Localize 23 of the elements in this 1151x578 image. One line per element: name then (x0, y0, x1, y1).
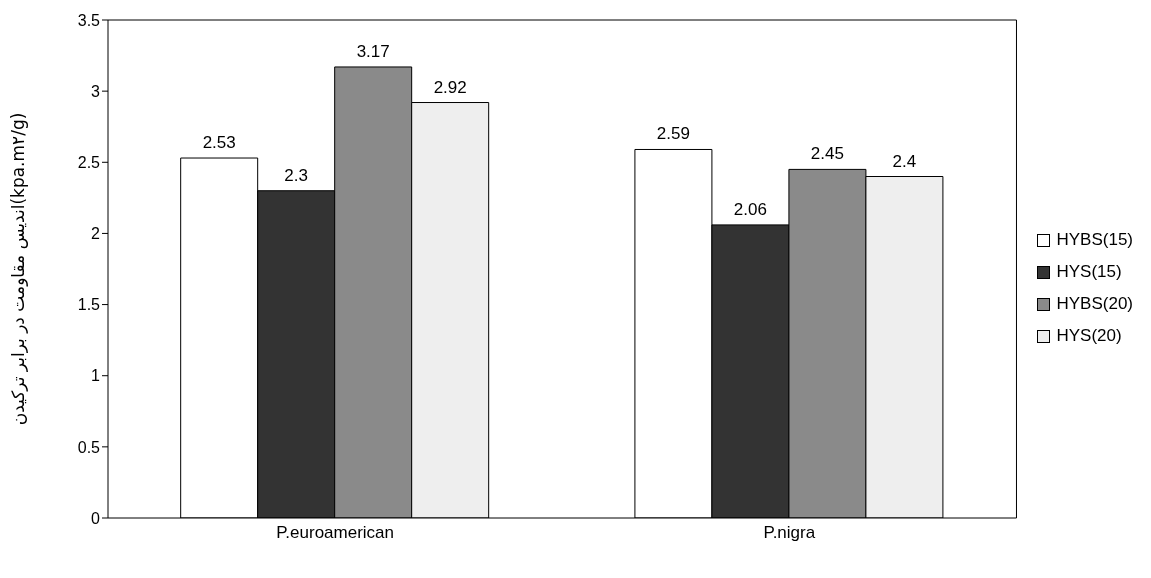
legend-label: HYS(20) (1056, 325, 1122, 347)
y-tick-label: 1.5 (77, 296, 101, 314)
legend-label: HYS(15) (1056, 261, 1122, 283)
data-label: 2.4 (892, 151, 917, 171)
data-label: 2.45 (810, 144, 844, 164)
y-axis-title: اندیس مقاومت در برابر ترکیدن(kpa.m۲/g) (8, 112, 29, 426)
data-label: 2.53 (202, 133, 236, 153)
data-label: 2.06 (733, 199, 767, 219)
y-tick-label: 3 (91, 82, 101, 100)
data-label: 2.92 (433, 77, 467, 97)
y-tick-label: 2.5 (77, 153, 101, 171)
y-tick-label: 0.5 (77, 438, 101, 456)
data-label: 3.17 (356, 41, 390, 61)
data-label: 2.59 (656, 124, 690, 144)
y-tick-label: 2 (91, 225, 101, 243)
y-tick-label: 3.5 (77, 11, 101, 29)
y-tick-label: 1 (91, 367, 101, 385)
data-label: 2.3 (284, 165, 308, 185)
legend-label: HYBS(20) (1056, 293, 1133, 315)
x-tick-label: P.euroamerican (276, 523, 395, 543)
y-tick-label: 0 (91, 509, 101, 527)
legend-label: HYBS(15) (1056, 229, 1133, 251)
x-tick-label: P.nigra (763, 523, 816, 543)
